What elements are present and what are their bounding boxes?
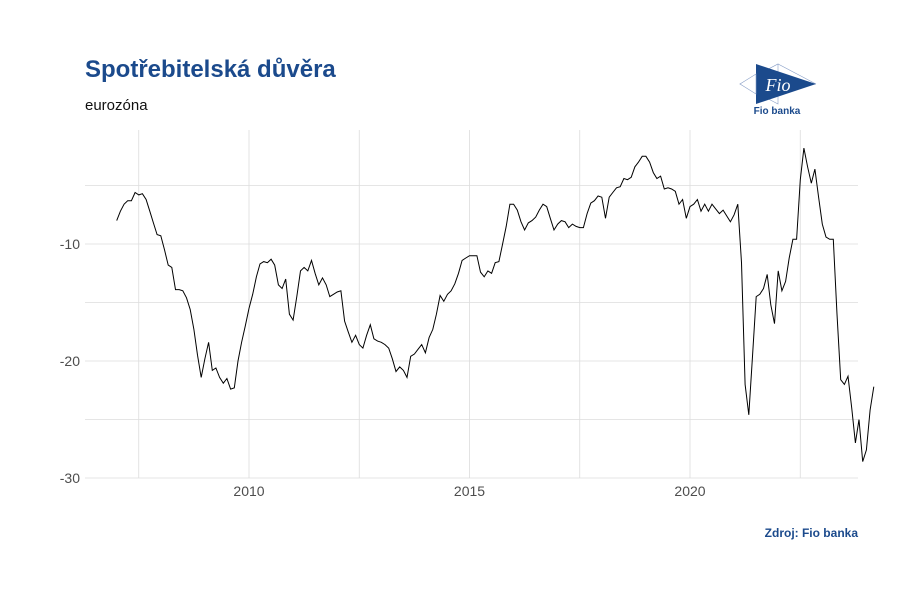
svg-text:2010: 2010 — [233, 483, 264, 499]
svg-text:-30: -30 — [60, 470, 80, 486]
svg-text:2015: 2015 — [454, 483, 485, 499]
x-axis-labels: 2010 2015 2020 — [233, 483, 705, 499]
svg-text:-20: -20 — [60, 353, 80, 369]
source-note: Zdroj: Fio banka — [764, 526, 858, 540]
logo-caption: Fio banka — [753, 106, 801, 117]
y-axis-labels: -10 -20 -30 — [60, 236, 80, 486]
chart-subtitle: eurozóna — [85, 97, 148, 114]
chart-title: Spotřebitelská důvěra — [85, 56, 336, 83]
svg-text:2020: 2020 — [674, 483, 705, 499]
svg-text:-10: -10 — [60, 236, 80, 252]
series-line — [116, 148, 875, 462]
fio-logo-icon: Fio — [739, 63, 817, 105]
grid-lines — [85, 130, 858, 479]
logo-mark: Fio — [765, 75, 791, 95]
